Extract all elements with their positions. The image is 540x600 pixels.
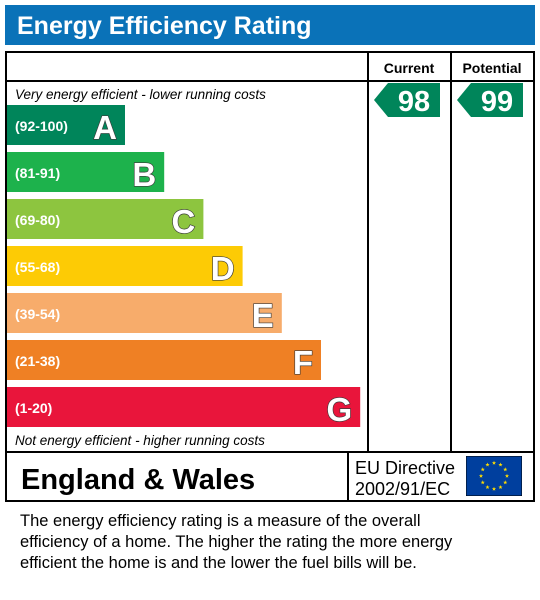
band-bar — [7, 105, 125, 145]
band-e: (39-54) E — [7, 293, 282, 335]
flag-star — [503, 467, 508, 472]
flag-star — [498, 485, 503, 490]
band-letter: F — [293, 344, 313, 381]
header-current: Current — [384, 60, 435, 76]
band-range-label: (69-80) — [15, 212, 60, 228]
current-rating-arrow: 98 — [374, 83, 440, 118]
energy-rating-chart: Current Potential Very energy efficient … — [5, 51, 535, 502]
band-bar — [7, 246, 243, 286]
region-label: England & Wales — [21, 464, 256, 496]
description-line: efficiency of a home. The higher the rat… — [20, 533, 453, 551]
rating-bands: (92-100) A (81-91) B (69-80) C (55-68) D (39-54)… — [7, 105, 361, 429]
bottom-note: Not energy efficient - higher running co… — [15, 433, 265, 448]
description-line: efficient the home is and the lower the … — [20, 554, 417, 572]
rating-description: The energy efficiency rating is a measur… — [20, 511, 525, 574]
band-bar — [7, 152, 165, 192]
band-c: (69-80) C — [7, 199, 204, 241]
band-f: (21-38) F — [7, 340, 321, 382]
eu-directive-label: EU Directive — [355, 458, 456, 478]
band-b: (81-91) B — [7, 152, 165, 194]
description-line: The energy efficiency rating is a measur… — [20, 512, 421, 530]
band-letter: C — [172, 203, 196, 240]
top-note: Very energy efficient - lower running co… — [15, 87, 266, 102]
band-letter: B — [132, 156, 156, 193]
band-letter: A — [93, 109, 117, 146]
arrow-value: 98 — [398, 86, 430, 118]
flag-star — [498, 462, 503, 467]
band-letter: D — [211, 250, 235, 287]
band-range-label: (21-38) — [15, 353, 60, 369]
band-bar — [7, 340, 321, 380]
band-bar — [7, 199, 204, 239]
eu-directive-number: 2002/91/EC — [355, 479, 451, 499]
flag-star — [491, 460, 497, 465]
title-bar: Energy Efficiency Rating — [5, 5, 535, 45]
potential-rating-arrow: 99 — [457, 83, 523, 118]
band-range-label: (81-91) — [15, 165, 60, 181]
band-a: (92-100) A — [7, 105, 125, 147]
flag-star — [480, 467, 485, 472]
eu-flag-icon — [466, 456, 522, 496]
band-letter: E — [252, 297, 274, 334]
flag-star — [485, 485, 490, 490]
arrow-shape — [457, 83, 523, 117]
flag-star — [491, 486, 497, 491]
band-range-label: (39-54) — [15, 306, 60, 322]
arrow-value: 99 — [481, 86, 513, 118]
arrow-shape — [374, 83, 440, 117]
chart-border — [5, 51, 535, 502]
band-bar — [7, 293, 282, 333]
band-d: (55-68) D — [7, 246, 243, 288]
band-range-label: (55-68) — [15, 259, 60, 275]
flag-star — [504, 473, 510, 478]
band-g: (1-20) G — [7, 387, 361, 429]
band-letter: G — [327, 391, 353, 428]
band-range-label: (92-100) — [15, 118, 68, 134]
page-title: Energy Efficiency Rating — [17, 12, 312, 40]
header-potential: Potential — [462, 60, 521, 76]
band-bar — [7, 387, 361, 427]
flag-star — [480, 480, 485, 485]
flag-star — [503, 480, 508, 485]
flag-star — [478, 473, 484, 478]
rating-arrows: 98 99 — [374, 83, 523, 118]
band-range-label: (1-20) — [15, 400, 52, 416]
flag-star — [485, 462, 490, 467]
